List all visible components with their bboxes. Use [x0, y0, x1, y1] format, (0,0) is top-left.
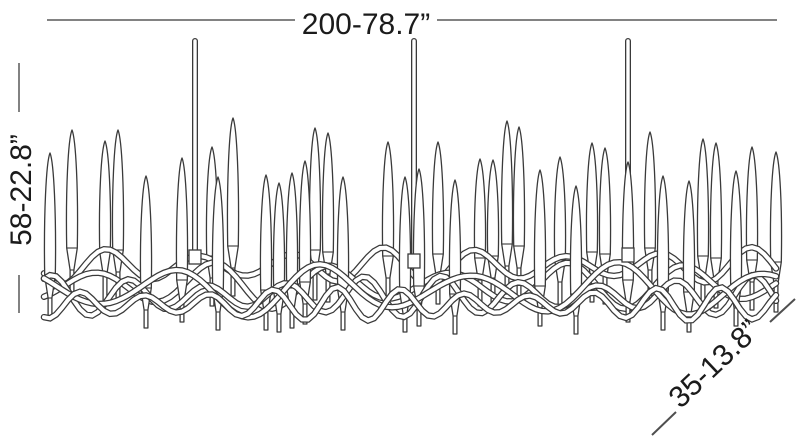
depth-dimension: 35-13.8”: [651, 298, 796, 436]
width-dimension-label: 200-78.7”: [302, 8, 430, 41]
height-dimension-label: 58-22.8”: [5, 134, 38, 246]
chandelier-art: [40, 38, 783, 335]
depth-dimension-line-right: [769, 298, 796, 323]
width-dimension: 200-78.7”: [47, 8, 777, 41]
height-dimension: 58-22.8”: [5, 63, 38, 313]
depth-dimension-label: 35-13.8”: [663, 314, 767, 415]
depth-dimension-line-left: [651, 411, 677, 436]
